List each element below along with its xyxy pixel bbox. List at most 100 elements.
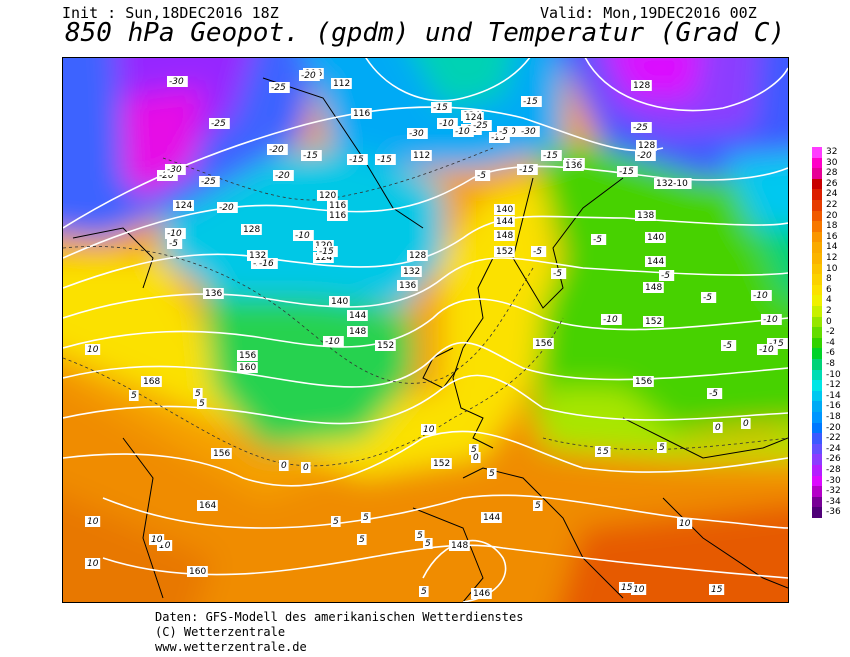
temperature-label: -10 (453, 126, 474, 137)
svg-text:5: 5 (597, 447, 603, 457)
temperature-label: -20 (635, 150, 656, 161)
svg-text:116: 116 (353, 109, 370, 119)
geopotential-label: 152 (643, 316, 664, 327)
svg-text:-15: -15 (543, 151, 558, 161)
svg-text:144: 144 (349, 311, 366, 321)
svg-text:156: 156 (239, 351, 256, 361)
svg-text:0: 0 (473, 453, 479, 463)
svg-text:128: 128 (243, 225, 260, 235)
svg-text:148: 148 (496, 231, 513, 241)
geopotential-label: 152 (375, 340, 396, 351)
temperature-label: 5 (197, 398, 207, 409)
geopotential-label: 112 (331, 78, 352, 89)
svg-text:112: 112 (333, 79, 350, 89)
temperature-label: -15 (431, 102, 452, 113)
svg-text:132-10: 132-10 (656, 179, 688, 189)
svg-text:-15: -15 (377, 155, 392, 165)
geopotential-label: 144 (347, 310, 368, 321)
temperature-label: -20 (157, 170, 178, 181)
geopotential-label: 156 (211, 448, 232, 459)
temperature-label: 10 (85, 558, 101, 569)
svg-text:5: 5 (363, 513, 369, 523)
temperature-label: 5 (357, 534, 367, 545)
temperature-label: 0 (471, 452, 481, 463)
svg-text:-15: -15 (491, 133, 506, 143)
temperature-label: -10 (761, 314, 782, 325)
svg-text:-15: -15 (319, 247, 334, 257)
svg-text:124: 124 (175, 201, 192, 211)
legend-label: 10 (826, 263, 838, 274)
geopotential-label: 144 (481, 512, 502, 523)
legend-swatch (812, 263, 822, 275)
legend-swatch (812, 454, 822, 466)
footer-copyright: (C) Wetterzentrale (155, 625, 286, 639)
legend-label: 30 (826, 157, 838, 168)
legend-label: 6 (826, 284, 832, 295)
legend-swatch (812, 168, 822, 180)
temperature-label: -20 (267, 144, 288, 155)
svg-text:160: 160 (239, 363, 256, 373)
svg-text:10: 10 (87, 559, 99, 569)
temperature-label: -25 (471, 120, 492, 131)
temperature-label: -30 (167, 76, 188, 87)
temperature-label: -5 (707, 388, 723, 399)
svg-text:0: 0 (743, 419, 749, 429)
temperature-label: -25 (631, 122, 652, 133)
legend-swatch (812, 507, 822, 519)
legend-swatch (812, 422, 822, 434)
legend-label: 0 (826, 316, 832, 327)
legend-label: -24 (826, 443, 841, 454)
geopotential-label: 132 (401, 266, 422, 277)
svg-text:10: 10 (679, 519, 691, 529)
svg-text:-10: -10 (455, 127, 470, 137)
svg-text:0: 0 (715, 423, 721, 433)
svg-text:148: 148 (451, 541, 468, 551)
geopotential-label: 116 (327, 210, 348, 221)
svg-text:-5: -5 (709, 389, 718, 399)
legend-swatch (812, 147, 822, 159)
legend-label: -10 (826, 369, 841, 380)
legend-swatch (812, 369, 822, 381)
legend-swatch (812, 221, 822, 233)
geopotential-label: 148 (643, 282, 664, 293)
geopotential-label: 164 (197, 500, 218, 511)
svg-text:-30: -30 (169, 77, 184, 87)
svg-text:-5: -5 (553, 269, 562, 279)
temperature-label: 5 (487, 468, 497, 479)
legend-label: 16 (826, 231, 838, 242)
temperature-labels: -30-25-25-20-20-15 -15 -15-30-25-20-20-10-… (85, 70, 788, 597)
temperature-label: 5 (415, 530, 425, 541)
legend-swatch (812, 486, 822, 498)
geopotential-label: 152 (431, 458, 452, 469)
svg-text:5: 5 (659, 443, 665, 453)
geopotential-label: 138 (635, 210, 656, 221)
svg-text:152: 152 (496, 247, 513, 257)
legend-label: -2 (826, 327, 835, 338)
svg-text:128: 128 (638, 141, 655, 151)
temperature-label: 10 (421, 424, 437, 435)
temperature-label: 10 (85, 344, 101, 355)
legend-label: 22 (826, 200, 838, 210)
svg-text:124: 124 (315, 253, 332, 263)
temperature-label: -20 (217, 202, 238, 213)
svg-text:112: 112 (413, 151, 430, 161)
svg-text:-10: -10 (763, 315, 778, 325)
temperature-label: -25 (209, 118, 230, 129)
svg-text:140: 140 (496, 205, 513, 215)
legend-label: -20 (826, 422, 841, 433)
temperature-label: -5 (475, 170, 491, 181)
svg-text:156: 156 (535, 339, 552, 349)
svg-text:5: 5 (425, 539, 431, 549)
legend-swatch (812, 496, 822, 508)
svg-text:-5: -5 (477, 171, 486, 181)
temperature-label: 5 (657, 442, 667, 453)
geopotential-label: 128 (636, 140, 657, 151)
svg-text:116: 116 (329, 201, 346, 211)
geopotential-label: 124 (173, 200, 194, 211)
svg-text:156: 156 (213, 449, 230, 459)
svg-text:132: 132 (249, 251, 266, 261)
svg-text:10: 10 (87, 345, 99, 355)
svg-text:-25: -25 (633, 123, 648, 133)
temperature-label: 15 (709, 584, 725, 595)
geopotential-label: 140 (329, 296, 350, 307)
